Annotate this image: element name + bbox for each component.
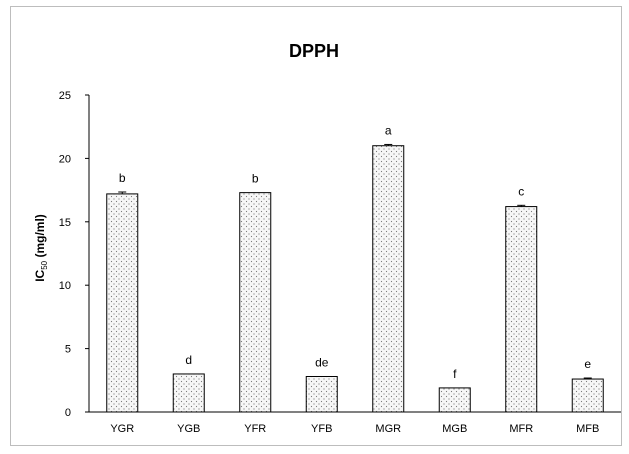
y-tick-label-5: 25 <box>59 90 71 102</box>
significance-letter-ygr: b <box>119 171 126 185</box>
labels: b YGR d YGB b YFR de YFB a MGR f MGB c MFR e MFB <box>110 123 599 435</box>
significance-letter-ygb: d <box>185 353 192 367</box>
bar-mfb <box>571 378 604 413</box>
y-tick-label-3: 15 <box>59 217 71 229</box>
bar-ygb <box>172 373 205 413</box>
bars <box>106 143 604 413</box>
significance-letter-yfb: de <box>315 355 329 369</box>
y-tick-label-4: 20 <box>59 153 71 165</box>
chart-title: DPPH <box>289 41 339 61</box>
significance-letter-mfb: e <box>584 357 591 371</box>
significance-letter-yfr: b <box>252 172 259 186</box>
x-tick-label-yfb: YFB <box>311 423 332 435</box>
y-tick-label-2: 10 <box>59 280 71 292</box>
x-tick-label-ygr: YGR <box>110 423 134 435</box>
y-tick-label-1: 5 <box>65 344 71 356</box>
significance-letter-mfr: c <box>518 184 524 198</box>
y-tick-label-0: 0 <box>65 407 71 419</box>
bar-mfr <box>505 206 538 413</box>
x-tick-label-mfb: MFB <box>576 423 599 435</box>
bar-yfb <box>305 375 338 413</box>
bar-mgr <box>372 145 405 413</box>
significance-letter-mgb: f <box>453 367 457 381</box>
x-tick-label-yfr: YFR <box>244 423 266 435</box>
bar-yfr <box>239 192 272 413</box>
y-axis-label: IC50 (mg/ml) <box>33 214 49 282</box>
x-tick-label-mgb: MGB <box>442 423 467 435</box>
bar-mgb <box>438 387 471 413</box>
x-tick-label-mfr: MFR <box>509 423 533 435</box>
x-tick-label-ygb: YGB <box>177 423 200 435</box>
bar-ygr <box>106 193 139 413</box>
x-tick-label-mgr: MGR <box>375 423 401 435</box>
significance-letter-mgr: a <box>385 123 392 137</box>
